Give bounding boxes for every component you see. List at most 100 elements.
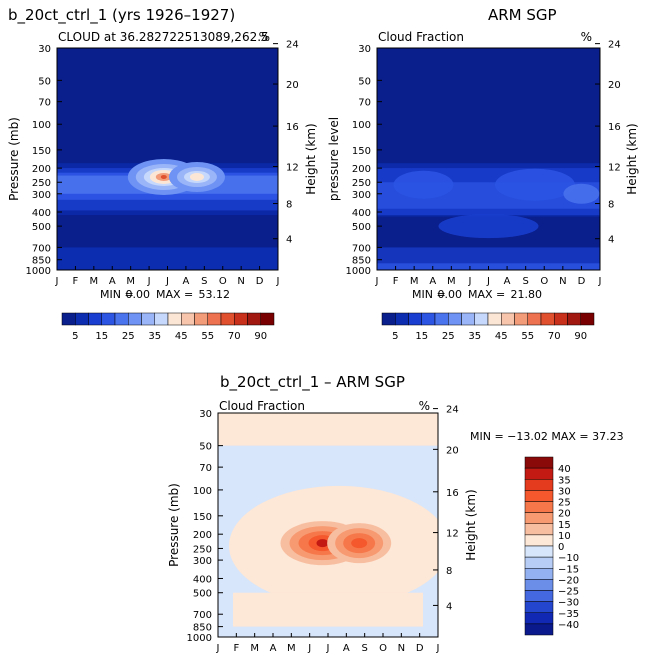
colorbar-swatch	[580, 312, 595, 326]
x-tick-label: J	[147, 276, 151, 287]
x-tick-label: S	[522, 276, 528, 287]
contour-blob	[316, 539, 329, 548]
y-axis-label-left: pressure level	[327, 117, 341, 201]
colorbar-label: 35	[558, 475, 571, 486]
x-tick-label: M	[410, 276, 419, 287]
colorbar-label: 5	[392, 331, 398, 342]
min-value: 0.00	[438, 288, 463, 301]
y-axis-label-right: Height (km)	[464, 489, 478, 560]
colorbar-label: 20	[558, 509, 571, 520]
colorbar-label: 10	[558, 531, 571, 542]
max-value: 53.12	[199, 288, 231, 301]
y-tick-label: 700	[32, 243, 51, 254]
colorbar-swatch	[207, 312, 222, 326]
colorbar-label: 25	[122, 331, 135, 342]
colorbar-swatch	[524, 623, 554, 636]
y-tick-label: 700	[193, 610, 212, 621]
colorbar-swatch	[167, 312, 182, 326]
y-tick-label-right: 8	[608, 200, 614, 211]
x-tick-label: M	[126, 276, 135, 287]
contour-blob	[351, 538, 368, 549]
colorbar-swatch	[524, 534, 554, 547]
contour-field	[218, 413, 438, 637]
colorbar-label: 55	[521, 331, 534, 342]
y-tick-label-right: 16	[286, 122, 299, 133]
x-tick-label: F	[73, 276, 79, 287]
colorbar-label: −15	[558, 564, 579, 575]
y-tick-label-right: 16	[446, 488, 459, 499]
y-tick-label-right: 4	[446, 601, 452, 612]
x-tick-label: J	[216, 643, 220, 654]
x-tick-label: J	[326, 643, 330, 654]
y-tick-label-right: 20	[286, 80, 299, 91]
y-tick-label: 150	[32, 146, 51, 157]
min-label: MIN =	[100, 288, 134, 301]
y-tick-label: 300	[32, 190, 51, 201]
x-tick-label: O	[219, 276, 227, 287]
y-tick-label: 1000	[346, 266, 371, 277]
x-tick-label: J	[436, 643, 440, 654]
colorbar-swatch	[524, 601, 554, 613]
colorbar-label: 35	[468, 331, 481, 342]
panel-obs: J F M A M J J A S O N D J305070100150200250300400500…	[327, 6, 639, 342]
panel-title: ARM SGP	[488, 6, 557, 24]
colorbar-label: 45	[175, 331, 188, 342]
contour-blob	[393, 170, 454, 199]
colorbar-label: 25	[558, 498, 571, 509]
y-tick-label: 250	[193, 544, 212, 555]
x-tick-label: A	[429, 276, 436, 287]
colorbar: 5 15 25 35 45 55 70 90	[381, 312, 595, 342]
x-tick-label: A	[109, 276, 116, 287]
x-tick-label: M	[90, 276, 99, 287]
panel-subtitle: Cloud Fraction	[219, 399, 305, 413]
x-tick-label: S	[361, 643, 367, 654]
y-tick-label: 150	[352, 146, 371, 157]
colorbar-swatch	[434, 312, 449, 326]
colorbar-swatch	[461, 312, 475, 326]
unit-label: %	[259, 30, 270, 44]
y-tick-label: 30	[38, 44, 51, 55]
y-tick-label-right: 4	[286, 235, 292, 246]
max-label: MAX =	[156, 288, 193, 301]
colorbar-label: −30	[558, 598, 579, 609]
y-tick-label: 850	[193, 623, 212, 634]
colorbar-swatch	[194, 312, 208, 326]
colorbar: 5 15 25 35 45 55 70 90	[61, 312, 275, 342]
y-tick-label-right: 20	[446, 445, 459, 456]
y-tick-label-right: 4	[608, 235, 614, 246]
colorbar-swatch	[524, 612, 554, 625]
y-tick-label: 200	[193, 530, 212, 541]
colorbar-swatch	[395, 312, 409, 326]
colorbar-label: 40	[558, 464, 571, 475]
y-tick-label: 400	[193, 574, 212, 585]
x-tick-label: A	[182, 276, 189, 287]
y-tick-label: 500	[32, 222, 51, 233]
colorbar-swatch	[567, 312, 581, 326]
x-tick-label: J	[598, 276, 602, 287]
colorbar-swatch	[524, 479, 554, 491]
x-tick-label: F	[393, 276, 399, 287]
y-tick-label-right: 16	[608, 122, 621, 133]
x-tick-label: M	[287, 643, 296, 654]
y-tick-label: 200	[352, 164, 371, 175]
y-tick-label: 300	[193, 556, 212, 567]
x-tick-label: D	[256, 276, 264, 287]
colorbar-swatch	[114, 312, 129, 326]
y-tick-label-right: 24	[446, 405, 459, 416]
colorbar-label: 90	[254, 331, 267, 342]
x-tick-label: A	[504, 276, 511, 287]
colorbar-swatch	[220, 312, 235, 326]
contour-blob	[160, 174, 167, 179]
colorbar-swatch	[487, 312, 502, 326]
colorbar-swatch	[524, 590, 554, 602]
panel-title: b_20ct_ctrl_1 – ARM SGP	[220, 373, 405, 392]
x-tick-label: F	[233, 643, 239, 654]
colorbar-swatch	[524, 512, 554, 524]
y-tick-label-right: 12	[608, 163, 621, 174]
x-tick-label: N	[237, 276, 244, 287]
colorbar-swatch	[524, 579, 554, 591]
y-tick-label: 30	[358, 44, 371, 55]
colorbar-swatch	[524, 523, 554, 536]
